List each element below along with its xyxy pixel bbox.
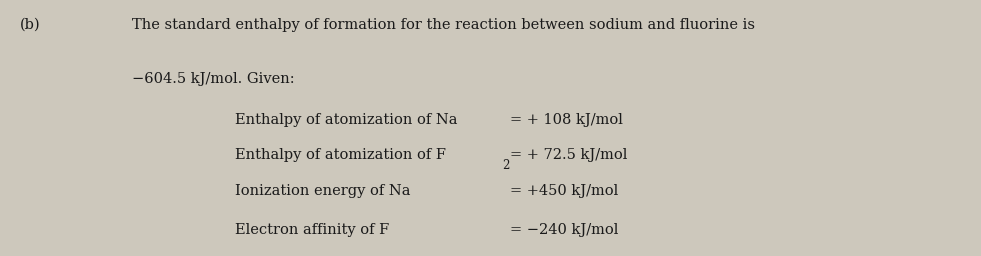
Text: 2: 2 (502, 159, 510, 172)
Text: Electron affinity of F: Electron affinity of F (235, 223, 389, 237)
Text: = −240 kJ/mol: = −240 kJ/mol (510, 223, 618, 237)
Text: (b): (b) (20, 18, 40, 32)
Text: Enthalpy of atomization of Na: Enthalpy of atomization of Na (235, 113, 458, 127)
Text: = +450 kJ/mol: = +450 kJ/mol (510, 184, 618, 198)
Text: −604.5 kJ/mol. Given:: −604.5 kJ/mol. Given: (132, 72, 295, 86)
Text: The standard enthalpy of formation for the reaction between sodium and fluorine : The standard enthalpy of formation for t… (132, 18, 755, 32)
Text: Enthalpy of atomization of F: Enthalpy of atomization of F (235, 148, 446, 163)
Text: = + 72.5 kJ/mol: = + 72.5 kJ/mol (510, 148, 628, 163)
Text: = + 108 kJ/mol: = + 108 kJ/mol (510, 113, 623, 127)
Text: Ionization energy of Na: Ionization energy of Na (235, 184, 411, 198)
